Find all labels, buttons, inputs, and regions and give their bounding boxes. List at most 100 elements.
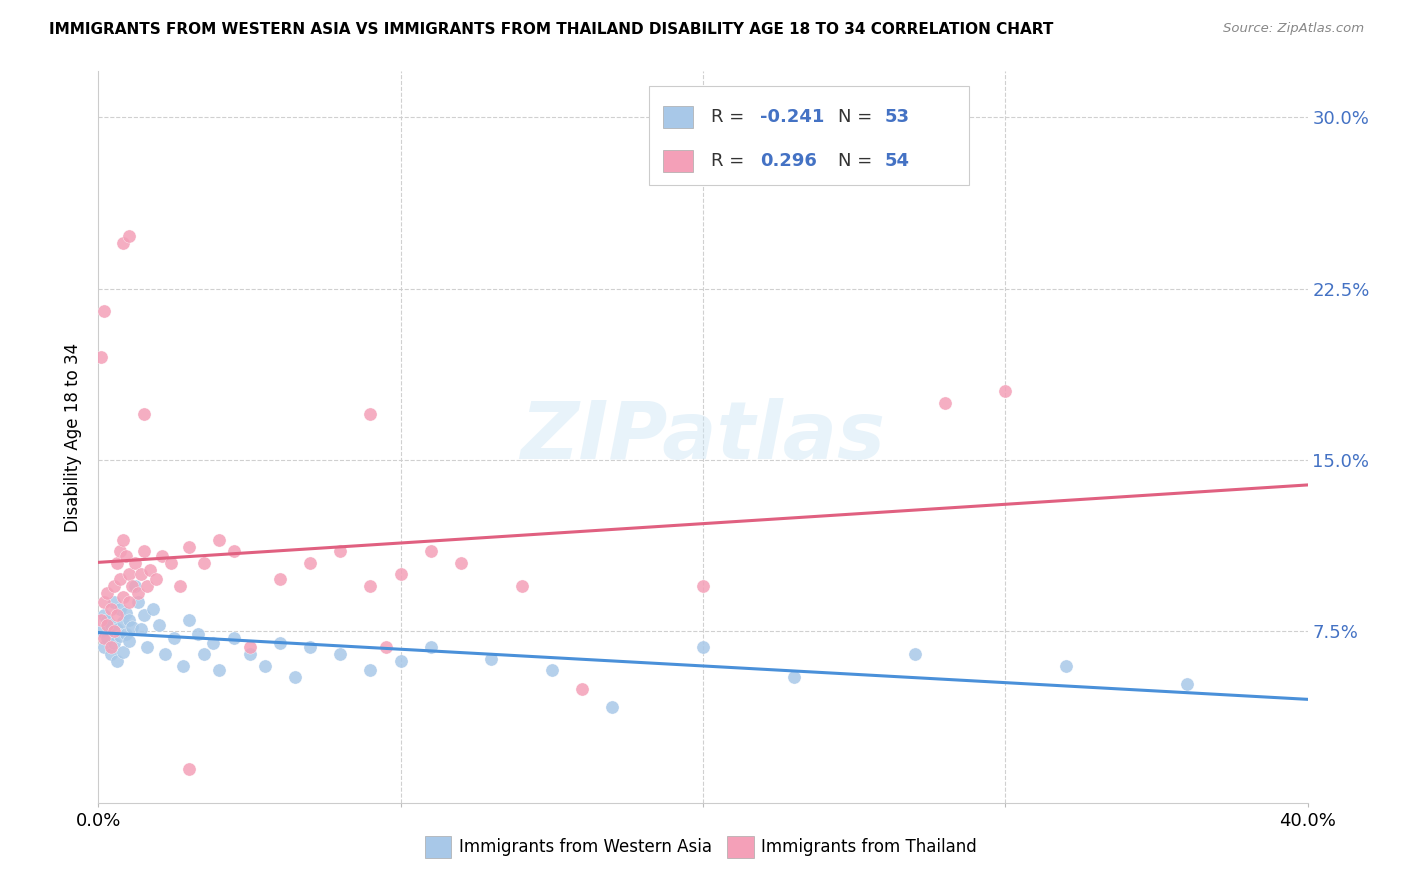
Point: [127, 585, 149, 599]
Point: [114, 606, 136, 620]
Point: [118, 595, 141, 609]
Point: [329, 647, 352, 661]
Point: [179, 613, 201, 627]
Point: [90, 613, 112, 627]
Point: [1054, 658, 1077, 673]
Text: R =: R =: [711, 108, 751, 126]
Point: [118, 633, 141, 648]
Point: [93, 595, 115, 609]
Point: [111, 645, 134, 659]
Point: [481, 652, 503, 666]
Point: [100, 647, 122, 661]
Point: [299, 556, 322, 570]
Point: [253, 658, 276, 673]
Point: [239, 647, 262, 661]
Point: [100, 640, 122, 655]
Point: [100, 617, 122, 632]
Point: [389, 654, 412, 668]
Point: [93, 640, 115, 655]
Text: -0.241: -0.241: [759, 108, 824, 126]
Point: [111, 533, 134, 547]
Point: [179, 762, 201, 776]
Bar: [425, 836, 451, 858]
Point: [105, 622, 128, 636]
Point: [90, 624, 112, 639]
Point: [142, 601, 165, 615]
Point: [224, 632, 246, 646]
Point: [153, 647, 176, 661]
Point: [179, 540, 201, 554]
Point: [103, 636, 125, 650]
Point: [193, 556, 215, 570]
Point: [105, 556, 128, 570]
Point: [208, 533, 231, 547]
Y-axis label: Disability Age 18 to 34: Disability Age 18 to 34: [65, 343, 83, 532]
Bar: [664, 106, 693, 128]
Point: [269, 636, 291, 650]
Point: [105, 654, 128, 668]
Point: [510, 579, 533, 593]
Point: [111, 235, 134, 250]
Point: [904, 647, 927, 661]
Point: [783, 670, 806, 684]
Point: [187, 626, 209, 640]
Point: [124, 556, 146, 570]
Text: N =: N =: [838, 152, 879, 169]
Point: [420, 544, 443, 558]
Point: [360, 579, 382, 593]
Point: [284, 670, 307, 684]
Point: [96, 617, 118, 632]
Point: [224, 544, 246, 558]
Text: 53: 53: [884, 108, 910, 126]
Point: [169, 579, 191, 593]
Point: [163, 632, 186, 646]
Point: [100, 601, 122, 615]
Text: R =: R =: [711, 152, 756, 169]
Point: [150, 549, 173, 563]
Point: [111, 590, 134, 604]
Point: [114, 626, 136, 640]
Point: [1175, 677, 1198, 691]
Point: [124, 579, 146, 593]
FancyBboxPatch shape: [648, 86, 969, 185]
Point: [103, 579, 125, 593]
Point: [139, 563, 162, 577]
Point: [93, 632, 115, 646]
Point: [127, 595, 149, 609]
Point: [202, 636, 225, 650]
Point: [145, 572, 167, 586]
Point: [602, 699, 624, 714]
Text: 0.296: 0.296: [759, 152, 817, 169]
Point: [172, 658, 194, 673]
Point: [129, 567, 152, 582]
Point: [96, 585, 118, 599]
Point: [148, 617, 170, 632]
Point: [93, 608, 115, 623]
Point: [103, 595, 125, 609]
Text: N =: N =: [838, 108, 879, 126]
Point: [299, 640, 322, 655]
Text: Immigrants from Western Asia: Immigrants from Western Asia: [458, 838, 711, 855]
Point: [118, 613, 141, 627]
Point: [360, 407, 382, 421]
Point: [450, 556, 472, 570]
Point: [269, 572, 291, 586]
Point: [108, 629, 131, 643]
Bar: [664, 150, 693, 171]
Point: [389, 567, 412, 582]
Point: [105, 608, 128, 623]
Point: [540, 663, 562, 677]
Point: [129, 622, 152, 636]
Point: [934, 396, 956, 410]
Point: [135, 640, 157, 655]
Point: [160, 556, 183, 570]
Point: [93, 304, 115, 318]
Bar: [727, 836, 754, 858]
Point: [329, 544, 352, 558]
Point: [692, 579, 714, 593]
Point: [118, 567, 141, 582]
Point: [114, 549, 136, 563]
Text: ZIPatlas: ZIPatlas: [520, 398, 886, 476]
Point: [132, 544, 155, 558]
Point: [374, 640, 396, 655]
